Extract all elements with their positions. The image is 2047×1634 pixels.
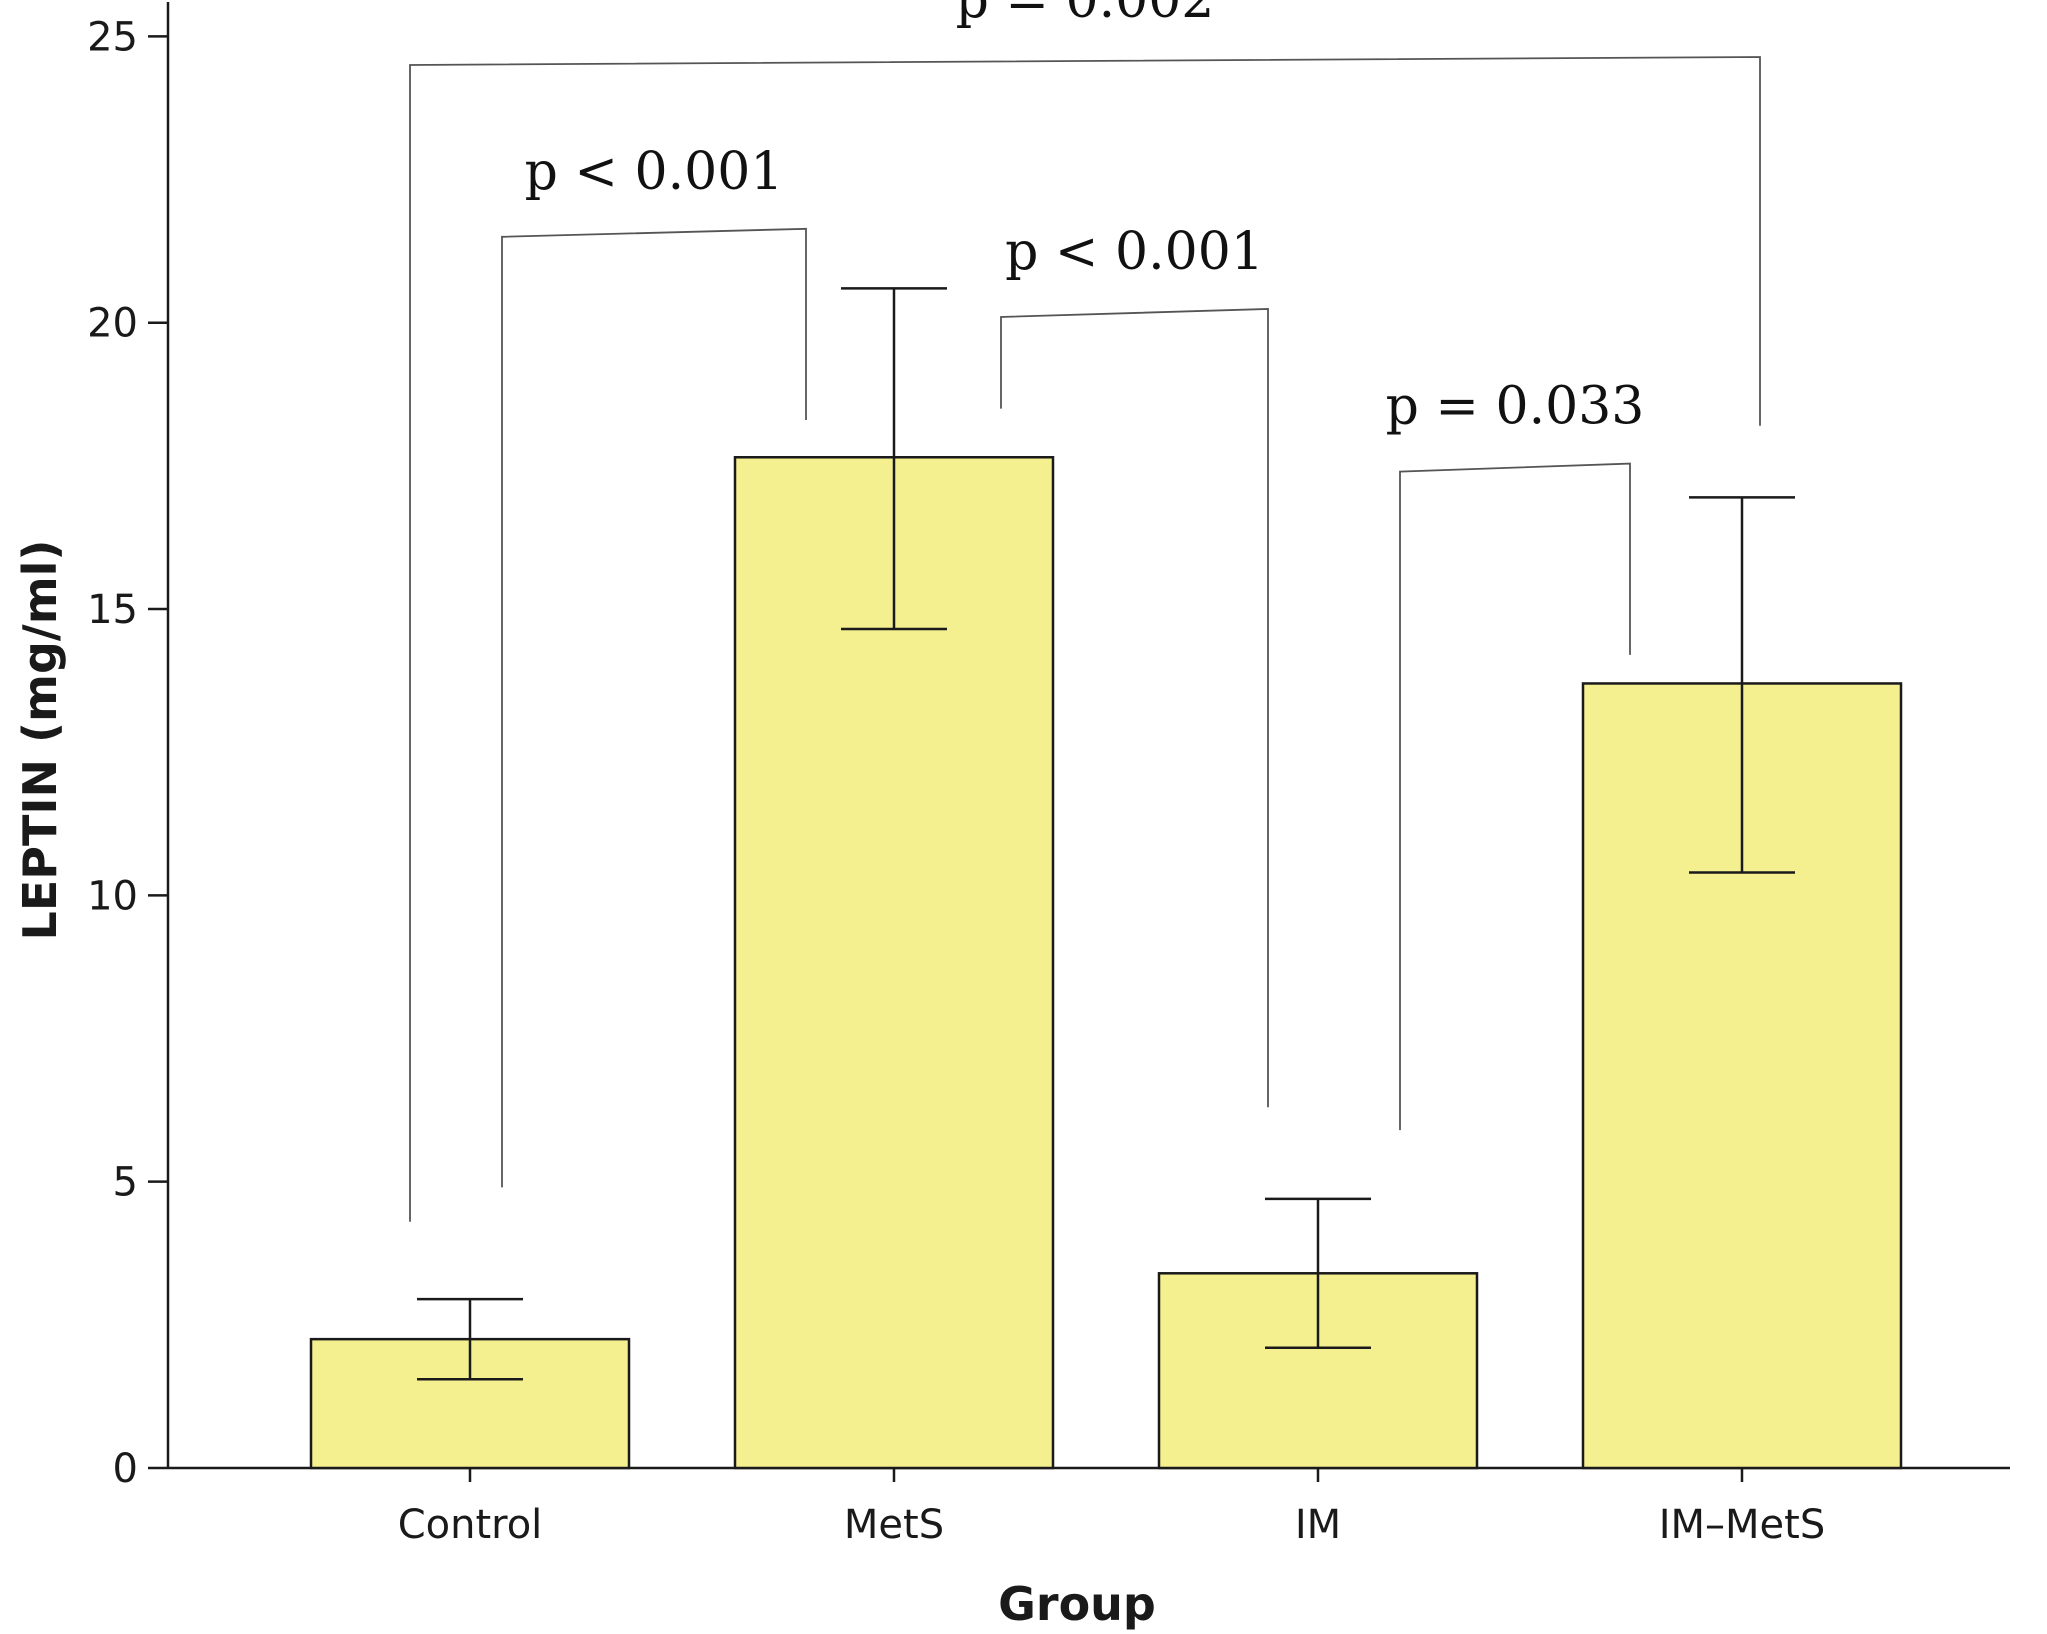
significance-bracket: p = 0.002 (409, 0, 1761, 1222)
error-bar (1265, 1197, 1371, 1349)
y-tick-label: 20 (87, 301, 138, 347)
x-tick-label: Control (398, 1502, 543, 1548)
p-value-label: p = 0.033 (1386, 377, 1645, 437)
x-ticks: Control MetS IM IM–MetS (398, 1468, 1826, 1548)
y-tick-label: 0 (113, 1446, 138, 1492)
y-tick-label: 5 (113, 1160, 138, 1206)
p-value-label: p = 0.002 (956, 0, 1215, 30)
x-axis-title: Group (998, 1577, 1156, 1631)
bars (309, 456, 1903, 1470)
p-value-label: p < 0.001 (1005, 222, 1264, 282)
y-axis-title: LEPTIN (mg/ml) (13, 540, 67, 941)
y-ticks: 0 5 10 15 20 25 (87, 14, 168, 1492)
error-bar (417, 1297, 523, 1381)
error-bar (1689, 496, 1795, 874)
p-value-label: p < 0.001 (525, 142, 784, 202)
x-tick-label: IM–MetS (1659, 1502, 1826, 1548)
significance-bracket: p < 0.001 (1000, 222, 1269, 1108)
error-bars (417, 287, 1795, 1381)
bar (1581, 682, 1903, 1470)
significance-bracket: p = 0.033 (1386, 377, 1645, 1131)
x-tick-label: MetS (844, 1502, 944, 1548)
y-tick-label: 10 (87, 873, 138, 919)
significance-bracket: p < 0.001 (501, 142, 807, 1188)
y-tick-label: 25 (87, 14, 138, 60)
significance-brackets: p = 0.002 p < 0.001 p < 0.001 p = 0.033 (409, 0, 1761, 1222)
y-tick-label: 15 (87, 587, 138, 633)
error-bar (841, 287, 947, 631)
x-tick-label: IM (1295, 1502, 1341, 1548)
